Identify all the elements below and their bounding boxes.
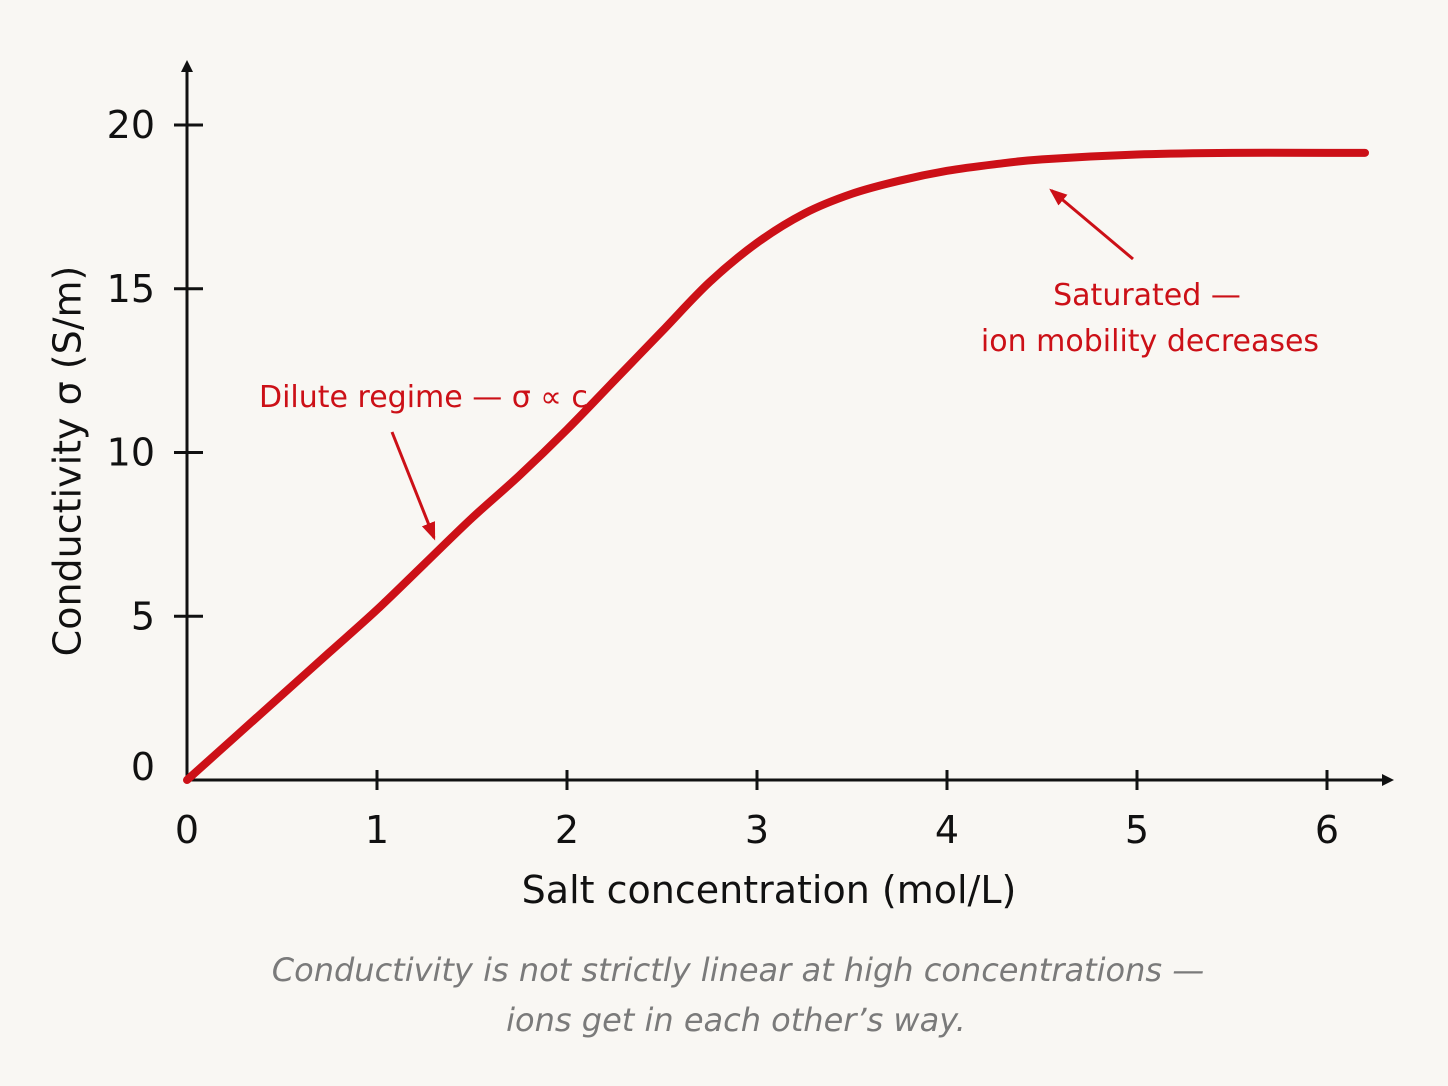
y-tick-label: 0 <box>131 745 155 789</box>
series-line-0 <box>183 148 1369 784</box>
x-tick-label: 3 <box>745 808 769 852</box>
annotation-saturated-arrow <box>1049 188 1134 261</box>
annotation-dilute-arrow <box>390 431 436 541</box>
x-tick-label: 2 <box>555 808 579 852</box>
x-axis-ticks: 0 1 2 3 4 5 6 <box>175 770 1339 852</box>
y-tick-label: 15 <box>107 267 155 311</box>
x-tick-label: 0 <box>175 808 199 852</box>
x-tick-label: 1 <box>365 808 389 852</box>
annotation-ion-mobility: ion mobility decreases <box>981 324 1319 359</box>
caption-line-1: Conductivity is not strictly linear at h… <box>272 951 1204 989</box>
series-layer <box>183 148 1369 784</box>
annotation-saturated: Saturated — <box>1053 278 1241 313</box>
x-axis-title: Salt concentration (mol/L) <box>522 868 1017 912</box>
x-tick-label: 4 <box>935 808 959 852</box>
y-axis-title: Conductivity σ (S/m) <box>46 266 90 657</box>
x-tick-label: 6 <box>1315 808 1339 852</box>
caption-line-2: ions get in each other’s way. <box>506 1001 966 1039</box>
x-tick-label: 5 <box>1125 808 1149 852</box>
annotation-dilute-regime: Dilute regime — σ ∝ c <box>259 380 588 415</box>
y-tick-label: 10 <box>107 431 155 475</box>
y-axis-ticks: 0 5 10 15 20 <box>107 103 203 789</box>
y-tick-label: 20 <box>107 103 155 147</box>
y-tick-label: 5 <box>131 594 155 638</box>
